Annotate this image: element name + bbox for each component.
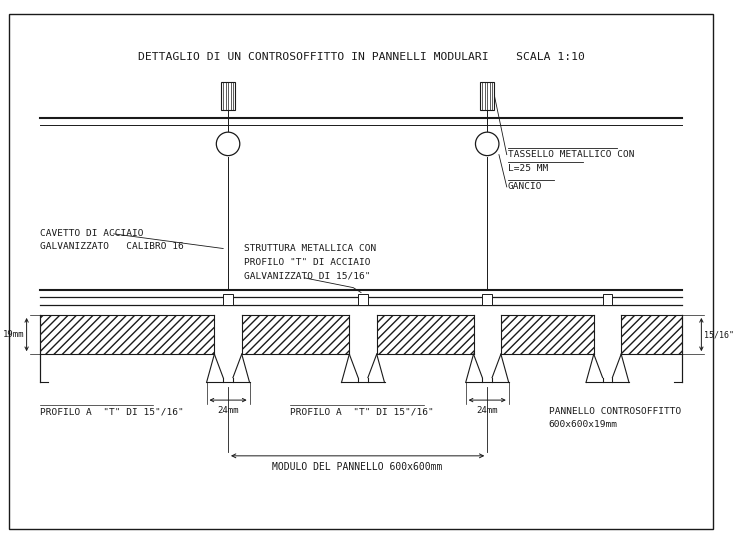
Text: 15/16": 15/16" [704,330,735,339]
Bar [222,83,235,110]
Text: DETTAGLIO DI UN CONTROSOFFITTO IN PANNELLI MODULARI    SCALA 1:10: DETTAGLIO DI UN CONTROSOFFITTO IN PANNEL… [138,52,584,62]
Text: 600x600x19mm: 600x600x19mm [549,420,618,429]
Text: TASSELLO METALLICO CON: TASSELLO METALLICO CON [508,150,634,159]
Text: PROFILO A  "T" DI 15"/16": PROFILO A "T" DI 15"/16" [290,407,434,416]
Text: PROFILO "T" DI ACCIAIO: PROFILO "T" DI ACCIAIO [244,258,370,267]
Text: GALVANIZZATO DI 15/16": GALVANIZZATO DI 15/16" [244,272,370,280]
Bar [241,315,350,354]
Text: 24mm: 24mm [476,406,498,415]
Bar [40,315,214,354]
Bar [501,315,594,354]
Bar [377,315,473,354]
Text: 19mm: 19mm [3,330,24,339]
Bar [603,294,612,305]
Bar [223,294,233,305]
Text: 24mm: 24mm [217,406,238,415]
Circle shape [216,132,240,156]
Text: CAVETTO DI ACCIAIO
GALVANIZZATO   CALIBRO 16: CAVETTO DI ACCIAIO GALVANIZZATO CALIBRO … [40,229,184,251]
Text: MODULO DEL PANNELLO 600x600mm: MODULO DEL PANNELLO 600x600mm [272,462,443,472]
Text: PANNELLO CONTROSOFFITTO: PANNELLO CONTROSOFFITTO [549,407,681,416]
Text: L=25 MM: L=25 MM [508,164,548,173]
Text: GANCIO: GANCIO [508,182,542,192]
Text: PROFILO A  "T" DI 15"/16": PROFILO A "T" DI 15"/16" [40,407,184,416]
Circle shape [475,132,499,156]
Bar [481,83,494,110]
Bar [621,315,682,354]
Bar [358,294,368,305]
Text: STRUTTURA METALLICA CON: STRUTTURA METALLICA CON [244,244,376,253]
Bar [482,294,492,305]
